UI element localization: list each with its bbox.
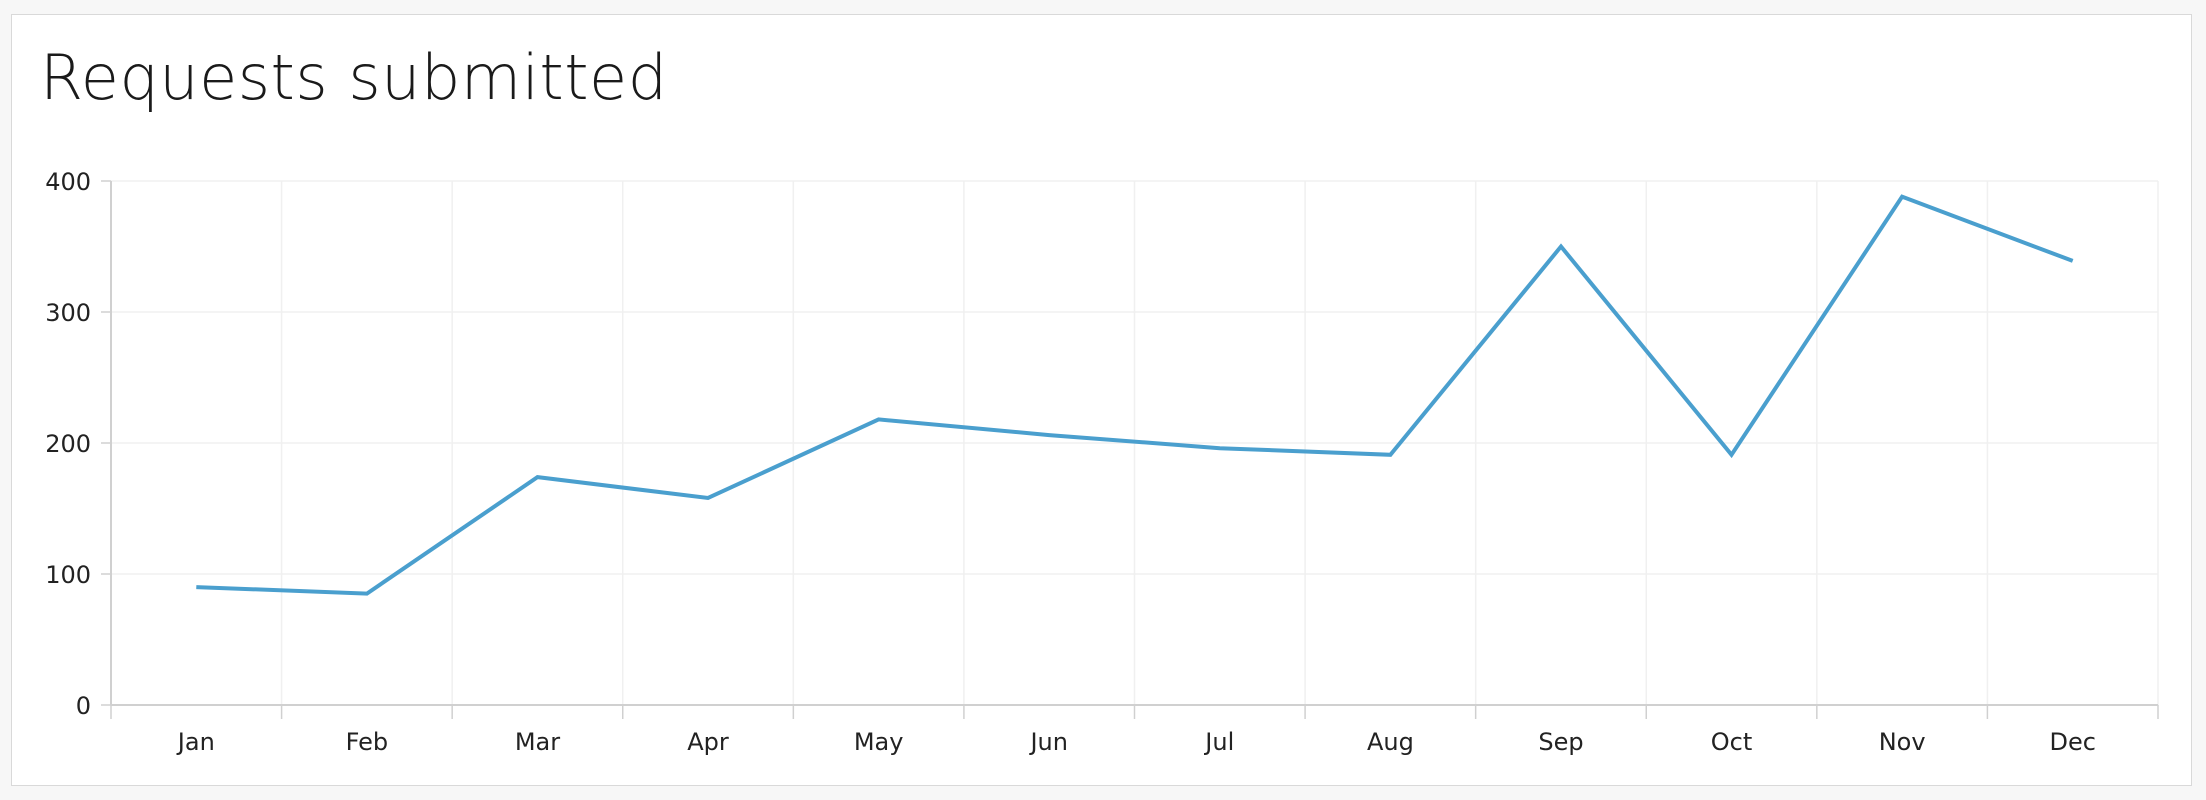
chart-title: Requests submitted [40,41,668,114]
x-tick-label: Nov [1879,728,1926,756]
x-tick-label: Oct [1711,728,1753,756]
chart-card: Requests submitted [11,14,2192,786]
x-tick-label: Dec [2049,728,2095,756]
y-tick-label: 0 [76,692,91,720]
x-tick-label: Jan [176,728,215,756]
x-tick-label: Apr [687,728,729,756]
x-tick-label: Mar [515,728,560,756]
series-line [196,194,2074,596]
y-tick-label: 300 [45,299,91,327]
x-tick-label: Feb [346,728,389,756]
y-tick-label: 400 [45,168,91,196]
x-tick-label: Aug [1367,728,1414,756]
x-tick-label: Jun [1028,728,1068,756]
x-tick-label: May [854,728,904,756]
y-tick-label: 100 [45,561,91,589]
y-tick-label: 200 [45,430,91,458]
x-tick-label: Jul [1203,728,1234,756]
x-tick-label: Sep [1538,728,1583,756]
